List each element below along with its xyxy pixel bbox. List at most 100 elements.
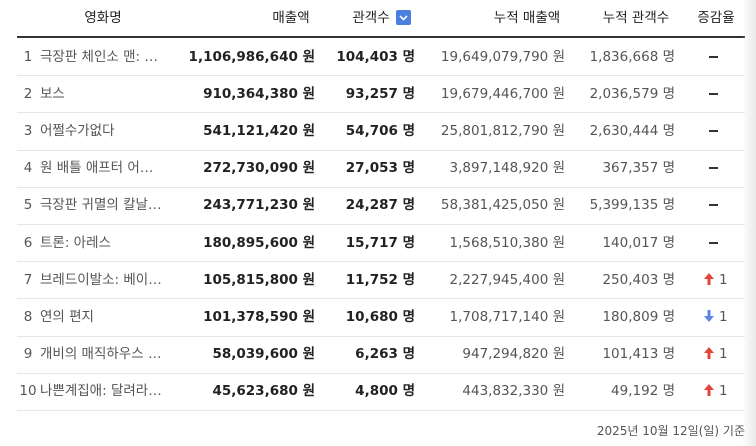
sales: 541,121,420 원 (203, 123, 315, 139)
change-value: 1 (719, 271, 728, 288)
sales: 272,730,090 원 (203, 160, 315, 177)
change-flat (709, 55, 718, 58)
audience: 10,680 명 (345, 309, 415, 325)
row-divider (17, 75, 745, 77)
audience: 15,717 명 (345, 234, 415, 251)
movie-title[interactable]: 연의 편지 (40, 309, 94, 325)
row-divider (17, 149, 745, 151)
movie-title[interactable]: 브레드이발소: 베이… (40, 271, 162, 288)
sales: 105,815,800 원 (203, 271, 315, 288)
change-arrow (703, 272, 715, 286)
movie-title[interactable]: 어쩔수가없다 (40, 123, 115, 139)
sales: 180,895,600 원 (203, 234, 315, 251)
cum-sales: 3,897,148,920 원 (449, 160, 565, 177)
cum-audience: 1,836,668 명 (589, 48, 675, 65)
movie-title[interactable]: 개비의 매직하우스 … (40, 346, 162, 363)
cum-audience: 49,192 명 (611, 383, 675, 400)
row-divider (17, 224, 745, 225)
change-value: 1 (719, 346, 728, 363)
change-value: 1 (719, 309, 728, 325)
footer-note: 2025년 10월 12일(일) 기준 (596, 424, 745, 438)
sales: 58,039,600 원 (212, 346, 315, 363)
change-flat (709, 92, 718, 95)
change-arrow (703, 383, 715, 397)
sales: 1,106,986,640 원 (188, 48, 315, 65)
row-divider (17, 186, 745, 188)
arrow-icon (704, 384, 714, 397)
cum-sales: 443,832,330 원 (462, 383, 565, 400)
cum-sales: 19,649,079,790 원 (440, 48, 565, 65)
column-header[interactable]: 누적 관객수 (602, 10, 670, 26)
cum-audience: 2,036,579 명 (589, 85, 675, 102)
change-flat (709, 204, 718, 207)
change-arrow (703, 346, 715, 360)
movie-title[interactable]: 원 배틀 애프터 어… (40, 160, 154, 177)
rank: 3 (23, 123, 33, 139)
cum-audience: 2,630,444 명 (589, 123, 675, 139)
rank: 4 (23, 160, 33, 177)
column-header[interactable]: 매출액 (272, 10, 310, 26)
audience: 11,752 명 (345, 271, 415, 288)
sort-button[interactable] (396, 10, 411, 25)
movie-title[interactable]: 극장판 귀멸의 칼날… (40, 197, 162, 214)
column-header[interactable]: 누적 매출액 (493, 10, 561, 26)
change-flat (709, 241, 718, 244)
arrow-icon (704, 347, 714, 360)
rank: 2 (23, 85, 33, 102)
sales: 45,623,680 원 (212, 383, 315, 400)
audience: 104,403 명 (336, 48, 415, 65)
change-arrow (703, 309, 715, 323)
cum-audience: 250,403 명 (602, 271, 675, 288)
audience: 54,706 명 (345, 123, 415, 139)
column-header: 영화명 (84, 10, 122, 26)
column-header[interactable]: 증감율 (697, 10, 735, 26)
row-divider (17, 112, 745, 114)
change-value: 1 (719, 383, 728, 400)
rank: 7 (23, 271, 33, 288)
cum-sales: 947,294,820 원 (462, 346, 565, 363)
row-divider (17, 298, 745, 300)
cum-audience: 140,017 명 (602, 234, 675, 251)
audience: 27,053 명 (345, 160, 415, 177)
cum-audience: 367,357 명 (602, 160, 675, 177)
cum-sales: 25,801,812,790 원 (440, 123, 565, 139)
arrow-icon (704, 272, 714, 285)
movie-title[interactable]: 트론: 아레스 (40, 234, 111, 251)
sort-icon (399, 15, 408, 21)
rank: 1 (23, 48, 33, 65)
cum-sales: 1,708,717,140 원 (449, 309, 565, 325)
header-divider (17, 36, 745, 38)
row-divider (17, 410, 745, 411)
rank: 10 (19, 383, 37, 400)
movie-title[interactable]: 나쁜계집애: 달려라… (40, 383, 162, 400)
arrow-icon (704, 310, 714, 322)
sales: 101,378,590 원 (203, 309, 315, 325)
row-divider (17, 335, 745, 337)
rank: 6 (23, 234, 33, 251)
audience: 6,263 명 (355, 346, 415, 363)
cum-sales: 2,227,945,400 원 (449, 271, 565, 288)
rank: 9 (23, 346, 33, 363)
movie-title[interactable]: 보스 (40, 85, 65, 102)
change-flat (709, 167, 718, 170)
cum-audience: 180,809 명 (602, 309, 675, 325)
cum-audience: 101,413 명 (602, 346, 675, 363)
audience: 4,800 명 (355, 383, 415, 400)
row-divider (17, 372, 745, 374)
cum-sales: 1,568,510,380 원 (449, 234, 565, 251)
change-flat (709, 130, 718, 132)
cum-sales: 58,381,425,050 원 (440, 197, 565, 214)
movie-title[interactable]: 극장판 체인소 맨: … (40, 48, 158, 65)
column-header[interactable]: 관객수 (352, 10, 390, 26)
rank: 8 (23, 309, 33, 325)
cum-audience: 5,399,135 명 (589, 197, 675, 214)
cum-sales: 19,679,446,700 원 (440, 85, 565, 102)
audience: 24,287 명 (345, 197, 415, 214)
row-divider (17, 261, 745, 263)
sales: 910,364,380 원 (203, 85, 315, 102)
scroll-fade (742, 0, 756, 446)
sales: 243,771,230 원 (203, 197, 315, 214)
rank: 5 (23, 197, 33, 214)
